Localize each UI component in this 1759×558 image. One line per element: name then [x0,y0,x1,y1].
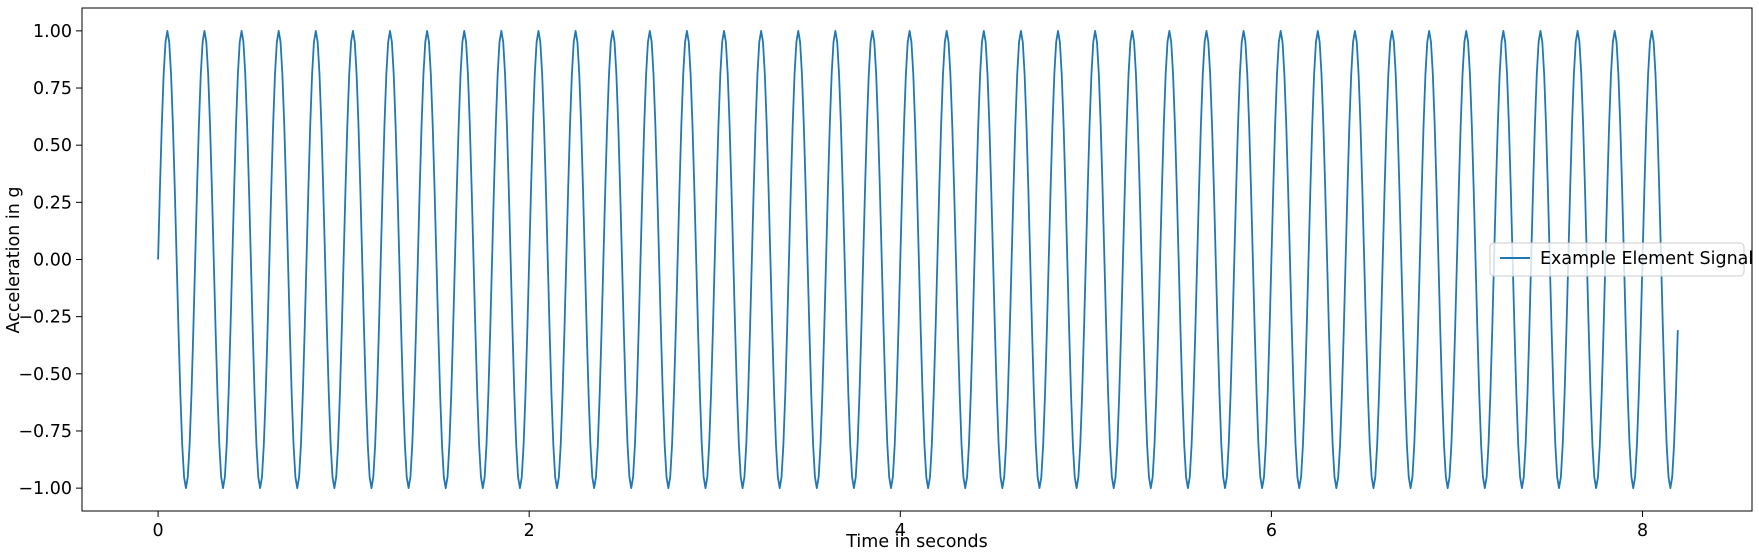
y-tick-label: 0.25 [33,193,72,213]
y-axis: 1.00 0.75 0.50 0.25 0.00 −0.25 −0.50 −0.75 −1.00 [18,22,82,499]
y-tick-label: −0.75 [18,422,72,442]
series-layer [157,29,1679,490]
y-axis-label: Acceleration in g [4,187,24,334]
x-axis: 0 2 4 6 8 [153,511,1648,541]
x-tick-label: 4 [895,521,906,541]
x-axis-label: Time in seconds [845,532,987,552]
plot-area [82,8,1752,511]
y-tick-label: 0.50 [33,136,72,156]
legend-box [1489,242,1745,277]
x-tick-label: 0 [153,521,164,541]
y-tick-label: 0.75 [33,79,72,99]
y-tick-label: −0.50 [18,365,72,385]
y-tick-label: 1.00 [33,22,72,42]
legend-label: Example Element Signal [1540,249,1753,269]
y-tick-label: −0.25 [18,308,72,328]
series-line [157,29,1679,490]
x-tick-label: 8 [1637,521,1648,541]
legend: Example Element Signal [1489,242,1753,277]
y-tick-label: −1.00 [18,479,72,499]
x-tick-label: 6 [1266,521,1277,541]
y-tick-label: 0.00 [33,251,72,271]
x-tick-label: 2 [524,521,535,541]
